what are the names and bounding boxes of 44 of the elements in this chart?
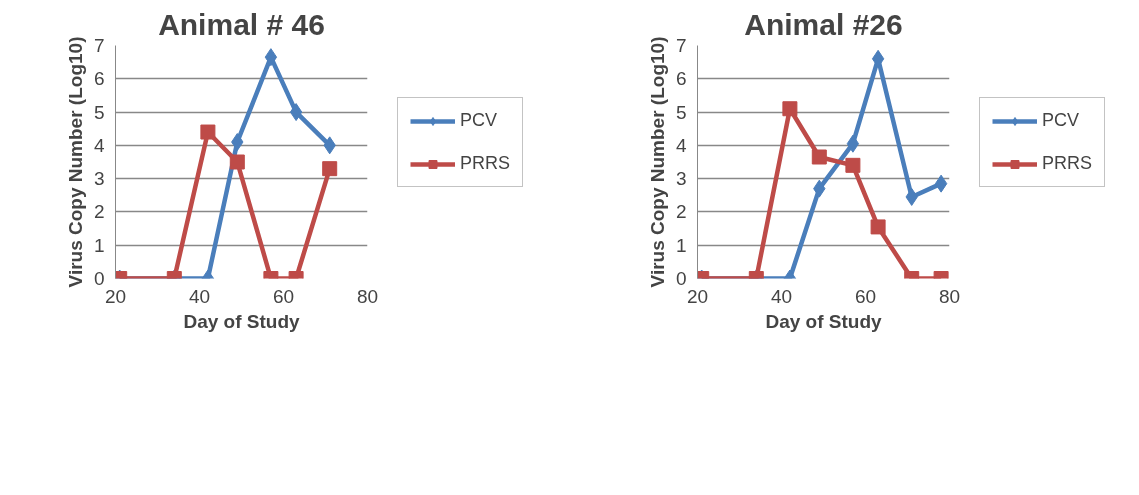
point (845, 157, 861, 173)
point (200, 124, 216, 140)
y-axis-title: Virus Copy Number (Log10) (64, 36, 86, 288)
y-tick-label: 3 (675, 168, 687, 190)
point (264, 48, 278, 67)
point (289, 103, 303, 122)
x-tick-label: 80 (938, 285, 961, 307)
x-tick-label: 60 (854, 285, 877, 307)
point (782, 101, 798, 117)
y-tick-label: 1 (93, 234, 105, 256)
point (322, 161, 338, 177)
x-tick-label: 40 (770, 285, 793, 307)
y-tick-label: 0 (675, 268, 687, 289)
y-tick-label: 2 (675, 201, 687, 223)
y-tick-label: 7 (675, 35, 687, 56)
x-tick-label: 60 (272, 285, 295, 307)
x-tick-label: 40 (188, 285, 211, 307)
legend-label: PRRS (460, 153, 511, 174)
x-axis-title: Day of Study (183, 310, 300, 332)
y-tick-label: 4 (93, 134, 105, 156)
y-axis-title: Virus Copy Number (Log10) (646, 36, 668, 288)
legend-label: PCV (1042, 110, 1080, 131)
y-tick-label: 5 (93, 101, 105, 123)
y-tick-label: 7 (93, 35, 105, 56)
y-tick-label: 1 (675, 234, 687, 256)
x-tick-label: 20 (104, 285, 127, 307)
point (229, 154, 245, 170)
point (811, 149, 827, 165)
y-tick-label: 5 (675, 101, 687, 123)
point (846, 134, 860, 153)
legend-label: PRRS (1042, 153, 1093, 174)
y-tick-label: 6 (93, 68, 105, 90)
y-tick-label: 0 (93, 268, 105, 289)
y-tick-label: 3 (93, 168, 105, 190)
x-tick-label: 20 (686, 285, 709, 307)
legend-label: PCV (460, 110, 498, 131)
chart-title: Animal #26 (744, 7, 903, 41)
chart-title: Animal # 46 (158, 7, 325, 41)
point (934, 174, 948, 193)
x-axis-title: Day of Study (765, 310, 882, 332)
x-tick-label: 80 (356, 285, 379, 307)
y-tick-label: 6 (675, 68, 687, 90)
y-tick-label: 4 (675, 134, 687, 156)
y-tick-label: 2 (93, 201, 105, 223)
